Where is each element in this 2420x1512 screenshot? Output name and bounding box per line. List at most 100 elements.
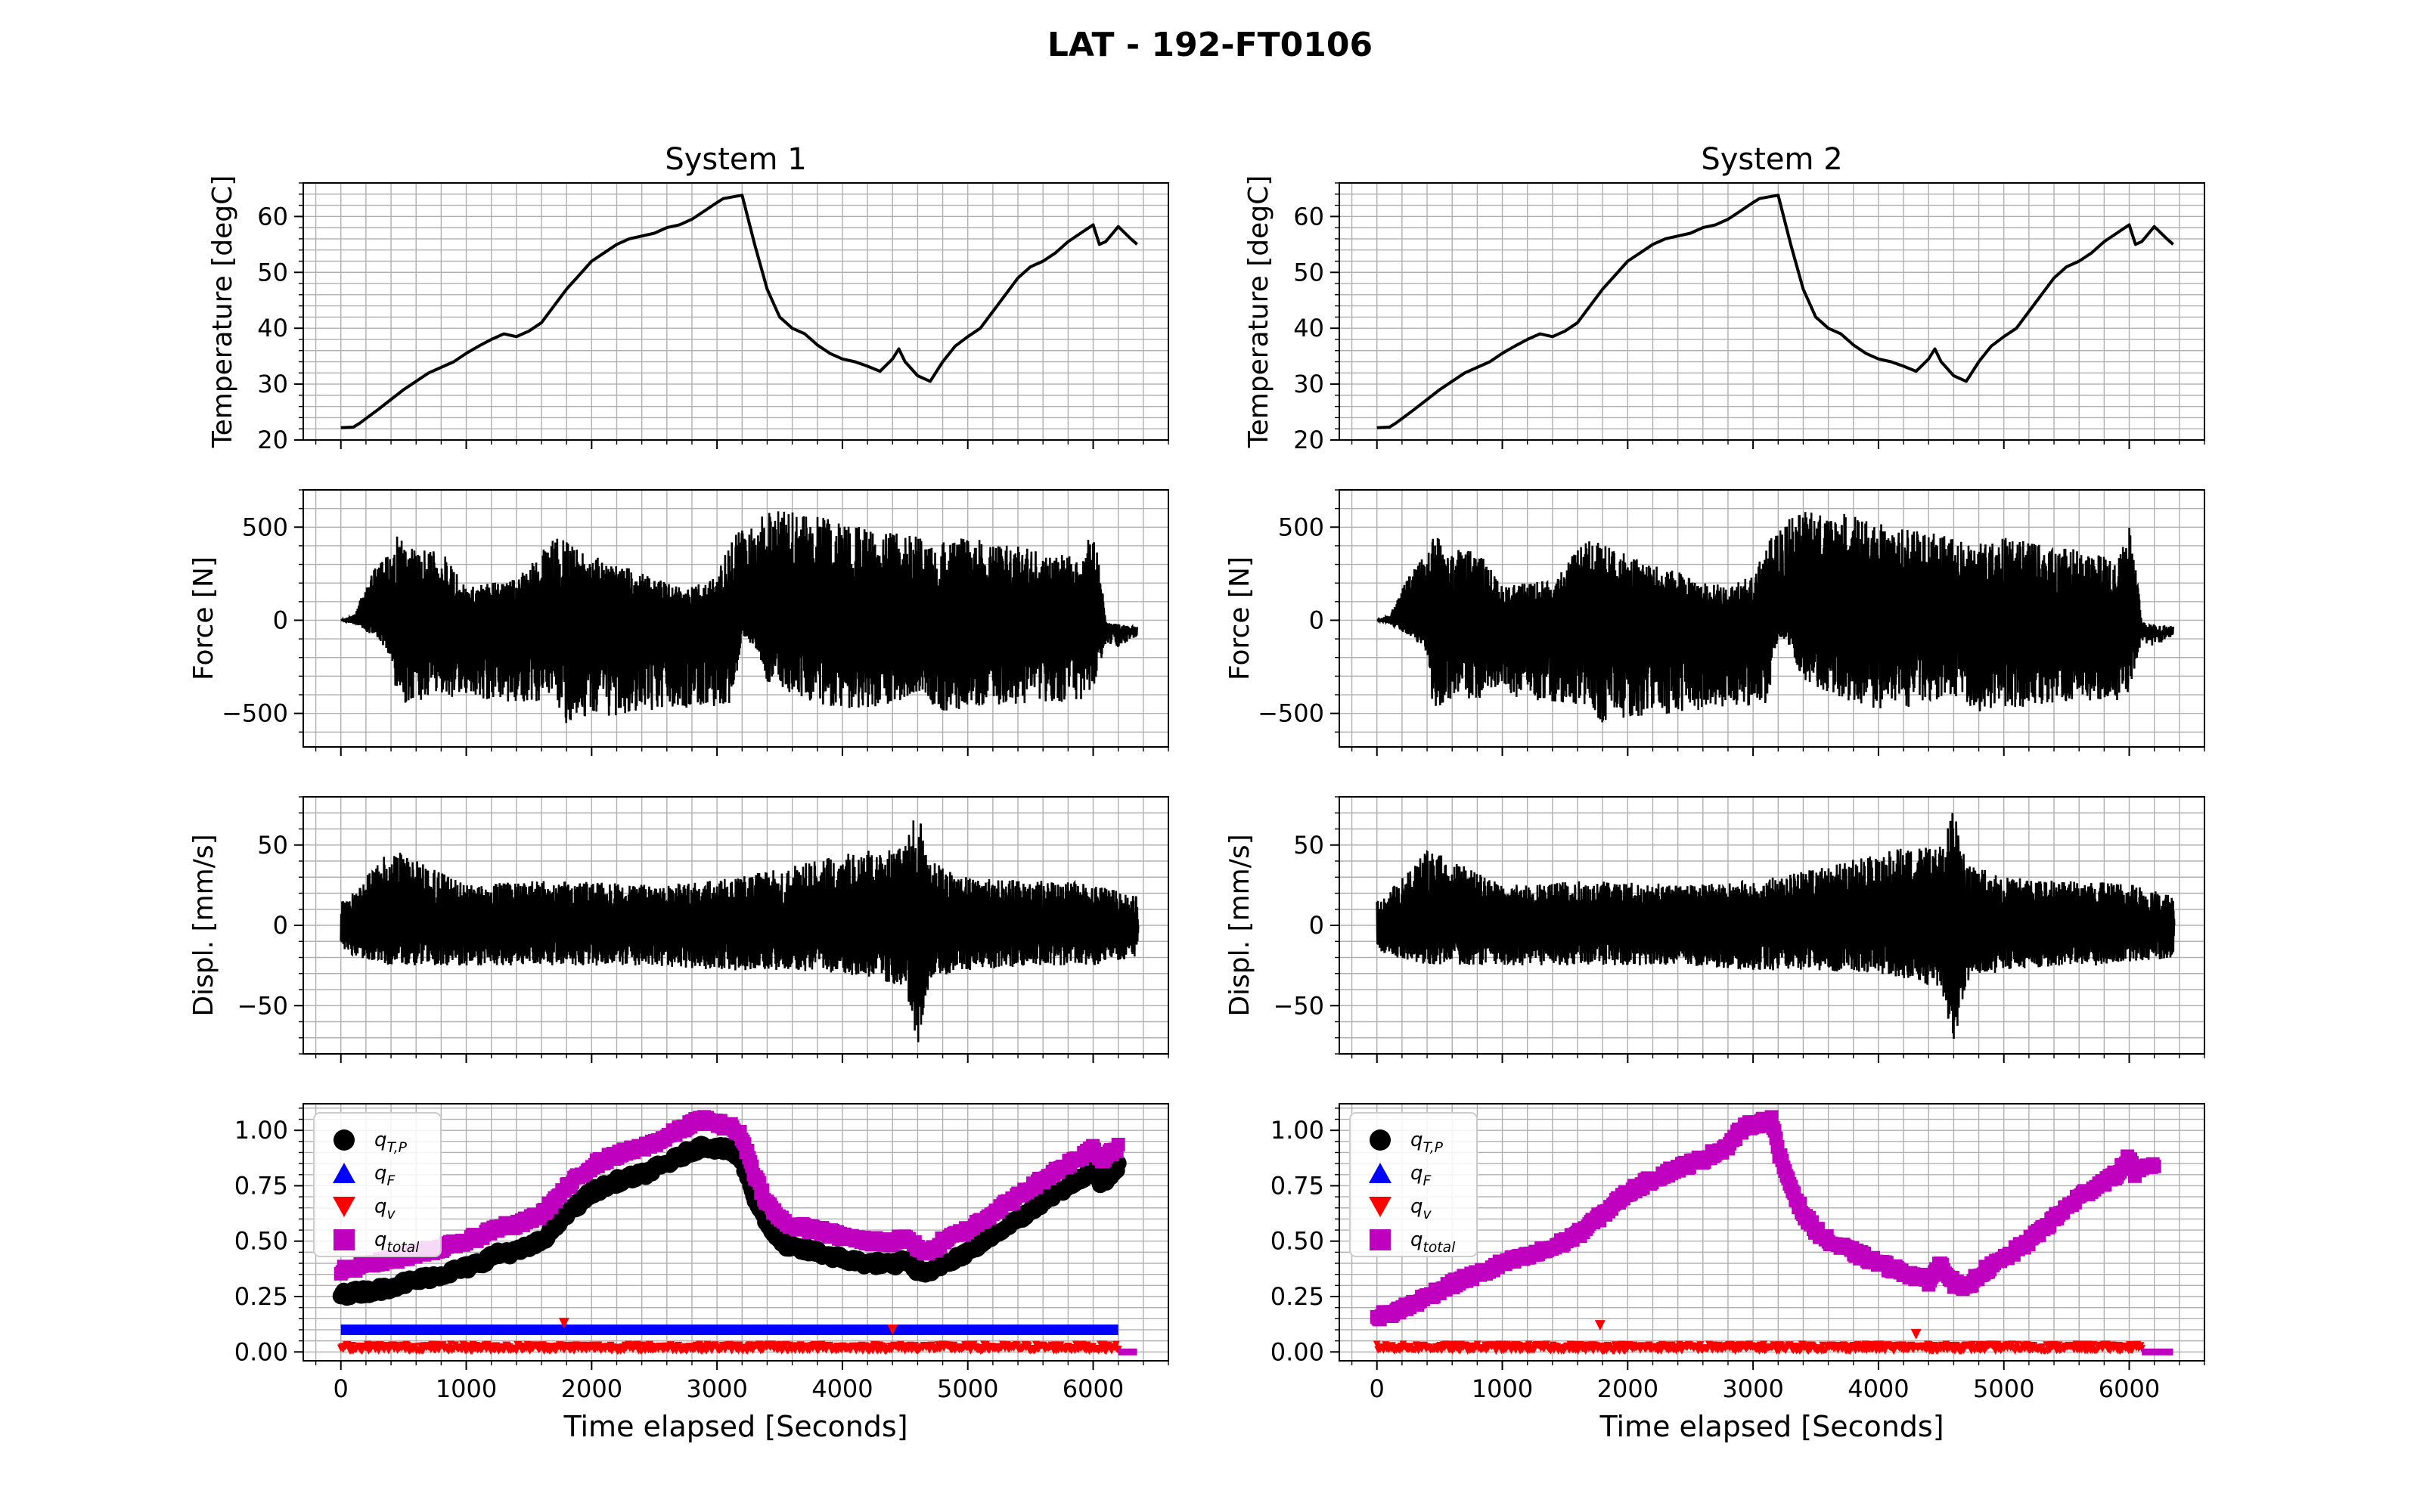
axes-frame <box>302 489 1169 748</box>
legend: qT,P qF qv qtotal <box>313 1112 442 1257</box>
tick-label-y: 0 <box>273 911 288 940</box>
marker-qv <box>512 1347 520 1356</box>
tick-label-y: 1.00 <box>1270 1116 1324 1145</box>
tick-label-y: −50 <box>237 991 288 1020</box>
series-signal <box>340 820 1140 1043</box>
subplot-s1-force: −500 0 500 Force [N] <box>188 489 1169 756</box>
legend-marker-qtotal <box>1370 1229 1391 1250</box>
tick-label-y: 1.00 <box>234 1116 288 1145</box>
tick-label-y: 0.75 <box>1270 1171 1324 1200</box>
subplot-title: System 2 <box>1701 142 1842 177</box>
tick-label-y: 40 <box>1293 314 1324 342</box>
tick-label-x: 6000 <box>2099 1374 2160 1403</box>
tick-label-y: −50 <box>1273 991 1324 1020</box>
legend-marker-qv <box>1369 1197 1392 1217</box>
marker-qv <box>570 1346 579 1355</box>
tick-label-y: 0.25 <box>1270 1282 1324 1311</box>
series-signal <box>340 511 1139 723</box>
subplot-s2-displ: −50 0 50 Displ. [mm/s] <box>1224 796 2205 1063</box>
x-axis-label: Time elapsed [Seconds] <box>1599 1410 1944 1443</box>
axes-frame <box>1339 489 2205 748</box>
y-axis-label: Temperature [degC] <box>1243 175 1274 449</box>
plot-area-s1-force <box>340 511 1139 723</box>
legend-marker-qF <box>333 1163 355 1183</box>
marker-qv-peak <box>1910 1328 1922 1340</box>
tick-label-y: 0.25 <box>234 1282 288 1311</box>
legend-label: qF <box>374 1162 396 1189</box>
plot-area-s2-q <box>1370 1110 2173 1356</box>
y-axis-label: Temperature [degC] <box>207 175 238 449</box>
marker-qv <box>2013 1340 2021 1349</box>
legend-label: qF <box>1410 1162 1432 1189</box>
tick-label-y: 500 <box>1278 513 1324 541</box>
marker-qtotal <box>1111 1138 1125 1152</box>
series-qtotal <box>1370 1110 2161 1327</box>
legend: qT,P qF qv qtotal <box>1349 1112 1478 1257</box>
axes-frame <box>1339 182 2205 441</box>
legend-label: qv <box>374 1195 396 1222</box>
tick-label-x: 2000 <box>1597 1374 1658 1403</box>
series-signal <box>1376 512 2175 723</box>
tick-label-x: 4000 <box>1848 1374 1909 1403</box>
series-qv <box>337 1318 1122 1356</box>
tick-label-x: 5000 <box>937 1374 998 1403</box>
subplot-s2-q: 0 1000 2000 3000 4000 5000 6000 0.00 0.25 0.50 0.7… <box>1270 1103 2205 1443</box>
legend-marker-qF <box>1369 1163 1392 1183</box>
plot-area-s1-temp <box>340 194 1138 429</box>
y-axis-label: Force [N] <box>188 556 219 680</box>
legend-label: qv <box>1410 1195 1432 1222</box>
figure-title: LAT - 192-FT0106 <box>1047 26 1373 64</box>
marker-qv <box>2055 1341 2063 1349</box>
tick-label-x: 3000 <box>1722 1374 1783 1403</box>
marker-qv-peak <box>558 1318 569 1329</box>
tick-label-y: 0.50 <box>1270 1227 1324 1256</box>
series-qtotal <box>334 1110 1125 1281</box>
tick-label-x: 4000 <box>811 1374 873 1403</box>
tick-label-y: 50 <box>1293 258 1324 287</box>
tick-label-y: 50 <box>257 831 288 860</box>
y-axis-label: Displ. [mm/s] <box>188 834 219 1016</box>
tick-label-x: 0 <box>1370 1374 1385 1403</box>
marker-qv <box>1657 1346 1665 1355</box>
tick-label-y: 0.00 <box>1270 1337 1324 1366</box>
subplot-s2-temp: 20 30 40 50 60 System 2 Temperature [degC] <box>1243 142 2205 454</box>
tick-label-y: 0 <box>1309 606 1324 634</box>
axes-frame <box>302 182 1169 441</box>
marker-qv <box>1574 1346 1582 1355</box>
tick-label-y: 60 <box>1293 202 1324 231</box>
legend-marker-qTP <box>334 1129 355 1151</box>
legend-label: qtotal <box>374 1228 420 1256</box>
marker-qv <box>1112 1340 1120 1349</box>
tick-label-y: 50 <box>257 258 288 287</box>
subplot-s1-temp: 20 30 40 50 60 System 1 Temperature [degC] <box>207 142 1169 454</box>
series-qv <box>1373 1320 2146 1356</box>
tick-label-y: −500 <box>222 699 288 728</box>
series-signal <box>1376 813 2176 1040</box>
marker-qv <box>374 1346 383 1355</box>
tick-label-y: 20 <box>257 426 288 454</box>
legend-label: qT,P <box>374 1129 408 1156</box>
plot-area-s2-force <box>1376 512 2175 723</box>
tick-label-y: 20 <box>1293 426 1324 454</box>
marker-qv <box>911 1342 919 1350</box>
plot-area-s1-displ <box>340 820 1140 1043</box>
tick-label-y: 30 <box>1293 370 1324 398</box>
tick-label-x: 2000 <box>561 1374 622 1403</box>
marker-qv <box>728 1346 736 1355</box>
marker-qv <box>755 1340 764 1349</box>
tick-label-y: 500 <box>242 513 288 541</box>
subplot-s1-displ: −50 0 50 Displ. [mm/s] <box>188 796 1169 1063</box>
legend-label: qT,P <box>1410 1129 1444 1156</box>
series-qTP <box>332 1136 1127 1306</box>
grid-s1-temp <box>303 182 1169 441</box>
tick-label-x: 1000 <box>436 1374 497 1403</box>
tick-label-y: 60 <box>257 202 288 231</box>
plot-area-s2-temp <box>1376 194 2174 429</box>
subplot-s1-q: 0 1000 2000 3000 4000 5000 6000 0.00 0.25 0.50 0.7… <box>234 1103 1169 1443</box>
tick-label-y: 0.75 <box>234 1171 288 1200</box>
series-line <box>1376 194 2174 429</box>
tick-label-y: 0 <box>1309 911 1324 940</box>
legend-marker-qv <box>333 1197 355 1217</box>
plot-area-s1-q <box>332 1110 1137 1356</box>
